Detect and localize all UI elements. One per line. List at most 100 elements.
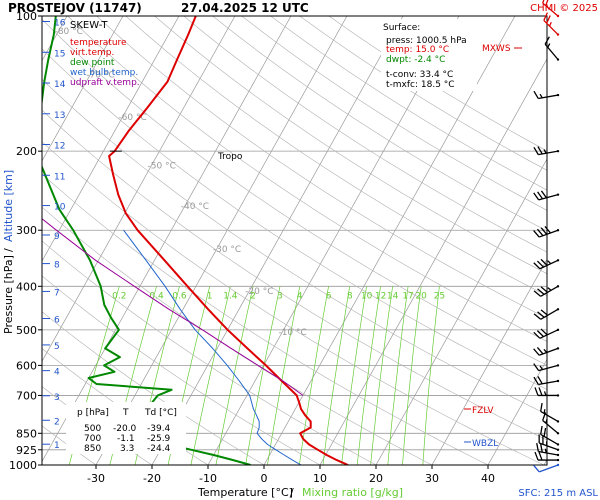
altitude-tick-label: 2 — [54, 417, 60, 427]
wind-barb — [533, 346, 560, 356]
isotherm-line — [487, 358, 547, 465]
wind-barb — [540, 402, 560, 423]
isotherm-line — [431, 258, 547, 465]
temperature-tick-label: 0 — [261, 472, 268, 485]
temperature-tick-label: -20 — [143, 472, 161, 485]
mixing-ratio-labels: 0.2 0.4 0.6 1 1.4 2 3 4 6 8 10 12 14 17 20 25 — [112, 291, 445, 301]
ylabel-altitude: Altitude [km] — [2, 170, 15, 242]
wind-barb-flag — [533, 363, 540, 371]
wind-barb-flag — [540, 309, 549, 316]
plot-frame — [41, 15, 548, 466]
wind-barb-flag — [538, 387, 543, 396]
mixing-ratio-line — [356, 286, 381, 465]
mixing-ratio-label: 1.4 — [223, 291, 238, 301]
wind-barb-half — [548, 21, 552, 27]
dry-adiabat — [154, 16, 547, 274]
isotherm-label: -20 °C — [245, 287, 273, 297]
tropopause-label: Tropo — [217, 152, 243, 162]
wind-barb — [533, 463, 560, 473]
wind-barb-half — [547, 260, 552, 265]
mixing-ratio-label: 6 — [326, 291, 332, 301]
mixing-ratio-line — [402, 286, 422, 465]
dry-adiabat — [42, 311, 265, 465]
wind-barb-flag — [533, 192, 540, 201]
wind-barb-flag — [540, 443, 543, 453]
wind-barb-staff — [538, 464, 559, 473]
altitude-tick-label: 16 — [54, 19, 66, 29]
wind-barb-flag — [545, 0, 549, 6]
altitude-tick-label: 14 — [54, 80, 66, 90]
wind-barb — [533, 258, 560, 270]
dry-adiabat — [212, 16, 547, 232]
temperature-tick-label: 20 — [369, 472, 383, 485]
legend-wet-bulb: wet bulb temp. — [70, 68, 138, 78]
isotherm-line — [42, 16, 124, 162]
mixing-ratio-line — [322, 286, 351, 465]
wind-barb-flag — [540, 258, 548, 266]
surface-tmxfc: t-mxfc: 18.5 °C — [386, 80, 455, 90]
xlabel-separator: / — [290, 486, 294, 499]
mixing-ratio-line — [245, 286, 281, 465]
isotherm-label: -50 °C — [148, 161, 176, 171]
wind-barb — [534, 451, 560, 462]
wind-barb-flag — [538, 451, 543, 461]
fzlv-label: FZLV — [472, 406, 494, 416]
level-table-box — [66, 402, 186, 454]
wbzl-label: WBZL — [472, 439, 498, 449]
pressure-tick-label: 850 — [16, 427, 37, 440]
isotherm-line — [42, 16, 292, 463]
table-row-td: -25.9 — [147, 434, 171, 444]
wind-barb-flag — [533, 313, 542, 320]
mixing-ratio-label: 4 — [297, 291, 303, 301]
isotherm-label: -60 °C — [118, 113, 146, 123]
wind-barb-flag — [540, 286, 549, 293]
dry-adiabat — [42, 48, 547, 390]
pressure-tick-label: 300 — [16, 224, 37, 237]
pressure-tick-label: 925 — [16, 444, 37, 457]
credit: CHMI © 2025 — [530, 3, 598, 14]
dry-adiabat — [96, 16, 547, 319]
ylabel-separator: / — [2, 248, 15, 252]
isotherm-label: -70 °C — [86, 71, 114, 81]
sounding-datetime: 27.04.2025 12 UTC — [181, 1, 309, 15]
altitude-tick-label: 13 — [54, 111, 65, 121]
wind-barb-half — [539, 93, 543, 99]
wind-barb — [533, 190, 560, 201]
dry-adiabat — [42, 141, 545, 465]
pressure-tick-label: 600 — [16, 359, 37, 372]
table-row-p: 500 — [84, 424, 101, 434]
surface-box — [381, 19, 477, 91]
wind-barb-flag — [544, 36, 550, 45]
mixing-ratio-label: 0.2 — [112, 291, 126, 301]
wind-barb — [534, 387, 560, 397]
surface-info: Surface: press: 1000.5 hPa temp: 15.0 °C… — [381, 19, 477, 91]
wind-barb — [536, 443, 560, 457]
wind-barb — [533, 226, 560, 238]
wind-barb-flag — [533, 90, 539, 99]
wind-barb-flag — [536, 228, 544, 237]
mixing-ratio-label: 0.6 — [172, 291, 187, 301]
mixing-ratio-label: 17 — [402, 291, 413, 301]
table-header-p: p [hPa] — [77, 408, 109, 418]
updraft-line — [42, 218, 304, 396]
surface-temp: temp: 15.0 °C — [386, 45, 449, 55]
altitude-tick-label: 8 — [54, 261, 60, 271]
dry-adiabat — [183, 16, 547, 253]
wind-barb-flag — [533, 348, 540, 356]
station-title: PROSTEJOV (11747) — [8, 1, 142, 15]
mixing-ratio-label: 14 — [387, 291, 399, 301]
altitude-tick-label: 11 — [54, 172, 65, 182]
altitude-tick-label: 6 — [54, 316, 60, 326]
mixing-ratio-line — [422, 286, 440, 465]
wind-barb-flag — [540, 227, 548, 235]
wind-barb — [533, 146, 560, 156]
wind-barb-flag — [543, 427, 547, 437]
legend: SKEW-T temperature virt.temp. dew point … — [70, 20, 140, 88]
mixing-ratio-label: 20 — [415, 291, 427, 301]
wind-barb-flag — [540, 425, 543, 435]
ylabel-pressure: Pressure [hPa] — [2, 255, 15, 334]
wind-barb-half — [543, 409, 546, 414]
wind-barb — [544, 36, 560, 61]
wind-barb-flag — [540, 190, 547, 199]
